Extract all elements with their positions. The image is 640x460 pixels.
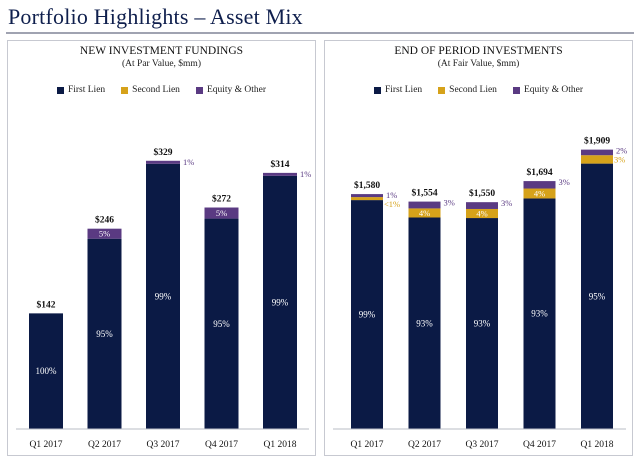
legend-swatch-first-lien: [56, 86, 64, 94]
total-label-q3-2017: $1,550: [469, 188, 495, 199]
category-label-q1-2018: Q1 2018: [581, 440, 614, 450]
bar-first-lien-q3-2017: [146, 163, 180, 429]
legend-item-second-lien: Second Lien: [121, 85, 180, 95]
bar-first-lien-q1-2018: [263, 175, 297, 429]
bar-first-lien-q4-2017: [523, 198, 556, 429]
outside-label-equity-other-q3-2017: 3%: [501, 198, 512, 208]
category-label-q4-2017: Q4 2017: [205, 440, 238, 450]
total-label-q2-2017: $1,554: [411, 188, 437, 199]
legend-swatch-equity-other: [195, 86, 203, 94]
investments-chart-subtitle: (At Fair Value, $mm): [437, 59, 520, 69]
bar-equity-other-q1-2018: [581, 149, 613, 156]
investments-legend: First Lien Second Lien Equity & Other: [325, 85, 632, 95]
label-first-lien-q3-2017: 93%: [474, 319, 491, 329]
label-first-lien-q4-2017: 93%: [531, 309, 548, 319]
outside-label-equity-other-q3-2017: 1%: [183, 157, 194, 167]
legend-item-second-lien: Second Lien: [438, 85, 497, 95]
fundings-bar-chart: 100% $142 Q1 2017 95% 5% $246 Q2 2017 99% 1% $329…: [16, 147, 311, 450]
legend-label-equity-other: Equity & Other: [523, 85, 584, 95]
category-label-q1-2017: Q1 2017: [30, 440, 63, 450]
total-label-q1-2017: $142: [37, 299, 56, 310]
bar-first-lien-q2-2017: [87, 238, 122, 429]
bar-first-lien-q3-2017: [466, 218, 498, 429]
total-label-q1-2018: $314: [271, 159, 290, 170]
bar-first-lien-q2-2017: [408, 217, 441, 429]
outside-label-equity-other-q1-2017: 1%: [386, 190, 397, 200]
outside-label-equity-other-q1-2018: 2%: [616, 146, 627, 156]
bar-second-lien-q1-2018: [581, 155, 613, 164]
outside-label-second-lien-q1-2018: 3%: [614, 155, 625, 165]
label-equity-other-q2-2017: 5%: [99, 229, 110, 239]
fundings-chart-title: NEW INVESTMENT FUNDINGS: [79, 45, 244, 57]
label-first-lien-q4-2017: 95%: [213, 319, 230, 329]
label-second-lien-q3-2017: 4%: [476, 209, 487, 219]
total-label-q3-2017: $329: [154, 147, 173, 158]
legend-item-equity-other: Equity & Other: [512, 85, 584, 95]
legend-swatch-second-lien: [438, 86, 446, 94]
investments-chart-title: END OF PERIOD INVESTMENTS: [394, 45, 563, 57]
bar-first-lien-q1-2018: [581, 163, 613, 429]
label-second-lien-q4-2017: 4%: [534, 188, 545, 198]
total-label-q4-2017: $1,694: [526, 167, 552, 178]
category-label-q1-2018: Q1 2018: [264, 440, 297, 450]
fundings-legend: First Lien Second Lien Equity & Other: [8, 85, 315, 95]
outside-label-equity-other-q1-2018: 1%: [300, 169, 311, 179]
label-first-lien-q2-2017: 95%: [96, 329, 113, 339]
bar-equity-other-q1-2018: [263, 172, 297, 176]
bar-second-lien-q1-2017: [351, 197, 383, 201]
outside-label-equity-other-q4-2017: 3%: [559, 177, 570, 187]
bar-equity-other-q1-2017: [351, 194, 383, 198]
fundings-chart-panel: NEW INVESTMENT FUNDINGS (At Par Value, $…: [7, 40, 316, 456]
legend-item-equity-other: Equity & Other: [195, 85, 267, 95]
bar-second-lien-q2-2017: [408, 208, 441, 218]
total-label-q2-2017: $246: [95, 215, 114, 226]
investments-bar-chart: 99% 1%<1% $1,580 Q1 2017 93% 4% 3% $1,554 Q2 201…: [333, 136, 627, 450]
legend-label-second-lien: Second Lien: [449, 85, 497, 95]
bar-equity-other-q2-2017: [408, 201, 441, 209]
page-title: Portfolio Highlights – Asset Mix: [8, 4, 303, 29]
title-rule: [6, 32, 634, 34]
label-first-lien-q3-2017: 99%: [155, 291, 172, 301]
category-label-q2-2017: Q2 2017: [408, 440, 441, 450]
bar-equity-other-q3-2017: [146, 160, 180, 164]
total-label-q4-2017: $272: [212, 194, 231, 205]
legend-item-first-lien: First Lien: [373, 85, 423, 95]
label-first-lien-q1-2017: 99%: [359, 310, 376, 320]
bar-first-lien-q1-2017: [351, 200, 383, 429]
bar-equity-other-q4-2017: [204, 207, 239, 219]
bar-second-lien-q4-2017: [523, 188, 556, 199]
outside-label-second-lien-q1-2017: <1%: [384, 199, 400, 209]
category-label-q1-2017: Q1 2017: [351, 440, 384, 450]
label-first-lien-q1-2018: 99%: [272, 297, 289, 307]
legend-label-second-lien: Second Lien: [132, 85, 180, 95]
total-label-q1-2018: $1,909: [584, 136, 610, 147]
legend-item-first-lien: First Lien: [56, 85, 106, 95]
category-label-q2-2017: Q2 2017: [88, 440, 121, 450]
label-first-lien-q2-2017: 93%: [416, 318, 433, 328]
outside-label-equity-other-q2-2017: 3%: [444, 198, 455, 208]
bar-equity-other-q3-2017: [466, 202, 498, 209]
bar-first-lien-q4-2017: [204, 218, 239, 429]
investments-chart-panel: END OF PERIOD INVESTMENTS (At Fair Value…: [324, 40, 633, 456]
fundings-chart-subtitle: (At Par Value, $mm): [122, 59, 201, 69]
legend-swatch-equity-other: [512, 86, 520, 94]
bar-equity-other-q4-2017: [523, 181, 556, 189]
category-label-q4-2017: Q4 2017: [523, 440, 556, 450]
bar-first-lien-q1-2017: [29, 313, 63, 429]
bar-second-lien-q3-2017: [466, 208, 498, 219]
category-label-q3-2017: Q3 2017: [466, 440, 499, 450]
legend-swatch-second-lien: [121, 86, 129, 94]
label-first-lien-q1-2018: 95%: [589, 291, 606, 301]
legend-label-first-lien: First Lien: [67, 85, 106, 95]
label-equity-other-q4-2017: 5%: [216, 208, 227, 218]
category-label-q3-2017: Q3 2017: [147, 440, 180, 450]
label-first-lien-q1-2017: 100%: [36, 366, 58, 376]
legend-swatch-first-lien: [373, 86, 381, 94]
bar-equity-other-q2-2017: [87, 228, 122, 239]
legend-label-first-lien: First Lien: [384, 85, 423, 95]
label-second-lien-q2-2017: 4%: [419, 208, 430, 218]
legend-label-equity-other: Equity & Other: [206, 85, 267, 95]
total-label-q1-2017: $1,580: [354, 180, 380, 191]
